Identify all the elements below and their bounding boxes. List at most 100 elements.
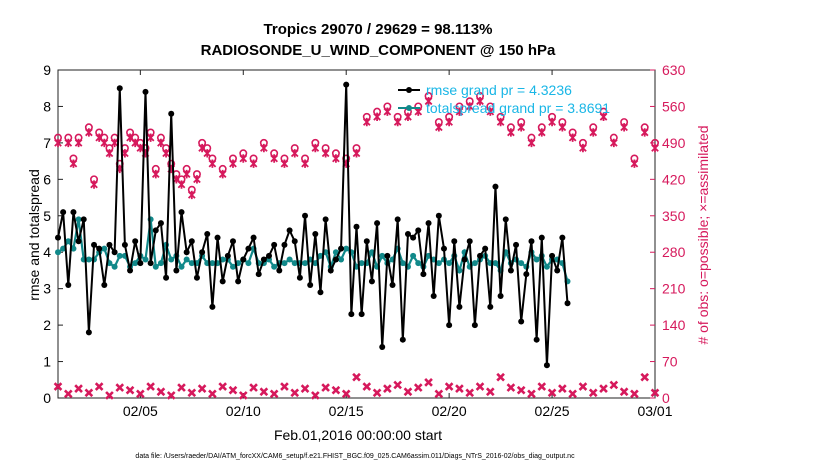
rmse-point	[348, 311, 355, 318]
obs-assimilated-marker	[229, 159, 237, 168]
rmse-point	[440, 245, 447, 252]
obs-rejected-marker	[619, 387, 629, 397]
rmse-point	[127, 267, 134, 274]
obs-rejected-marker	[444, 382, 454, 391]
obs-assimilated-marker	[162, 149, 170, 158]
rmse-point	[394, 216, 401, 223]
obs-rejected-marker	[177, 383, 186, 392]
obs-rejected-marker	[609, 380, 619, 390]
rmse-point	[430, 292, 437, 299]
rmse-point	[106, 241, 113, 248]
rmse-point	[399, 336, 406, 343]
obs-rejected-marker	[341, 389, 351, 399]
obs-assimilated-marker	[537, 128, 546, 137]
obs-assimilated-marker	[100, 138, 109, 148]
obs-rejected-marker	[413, 383, 423, 392]
rmse-point	[307, 282, 314, 289]
y-right-tick-label: 70	[662, 354, 678, 370]
rmse-point	[101, 282, 108, 289]
obs-rejected-marker	[506, 383, 516, 392]
obs-assimilated-marker	[270, 154, 278, 163]
rmse-point	[343, 81, 350, 88]
totalspread-point	[178, 263, 185, 270]
obs-rejected-marker	[403, 387, 413, 397]
rmse-point	[260, 256, 267, 263]
rmse-point	[255, 271, 262, 278]
rmse-point	[266, 252, 273, 259]
obs-assimilated-marker	[182, 169, 191, 179]
rmse-point	[75, 238, 82, 245]
rmse-point	[502, 216, 509, 223]
totalspread-point	[65, 238, 72, 245]
totalspread-point	[85, 256, 92, 263]
rmse-point	[250, 234, 257, 241]
rmse-point	[456, 303, 463, 310]
obs-rejected-marker	[475, 382, 485, 391]
obs-assimilated-marker	[157, 138, 165, 148]
y-left-tick-label: 5	[43, 208, 51, 224]
obs-assimilated-marker	[383, 107, 392, 116]
rmse-line	[57, 84, 569, 366]
obs-assimilated-marker	[208, 159, 217, 168]
obs-rejected-marker	[527, 389, 536, 399]
totalspread-point	[111, 263, 118, 270]
obs-assimilated-marker	[599, 112, 608, 122]
rmse-point	[121, 241, 128, 248]
rmse-point	[363, 238, 370, 245]
y-right-tick-label: 490	[662, 135, 686, 151]
rmse-point	[415, 227, 422, 234]
rmse-point	[353, 223, 360, 230]
rmse-point	[559, 234, 566, 241]
rmse-point	[296, 274, 303, 281]
rmse-point	[91, 241, 98, 248]
obs-assimilated-marker	[301, 159, 309, 168]
obs-rejected-marker	[331, 385, 341, 395]
y-right-tick-label: 0	[662, 390, 670, 406]
obs-rejected-marker	[84, 388, 94, 398]
obs-rejected-marker	[311, 391, 320, 400]
obs-assimilated-marker	[373, 112, 381, 122]
obs-rejected-marker	[228, 385, 238, 395]
rmse-point	[168, 110, 175, 117]
rmse-point	[188, 238, 195, 245]
rmse-point	[518, 318, 525, 325]
y-left-tick-label: 8	[43, 98, 51, 114]
rmse-point	[471, 322, 478, 329]
rmse-point	[193, 274, 200, 281]
obs-rejected-marker	[362, 382, 372, 391]
totalspread-point	[435, 260, 442, 267]
obs-assimilated-marker	[69, 159, 78, 168]
obs-assimilated-marker	[352, 149, 361, 158]
obs-assimilated-marker	[589, 128, 598, 137]
obs-rejected-marker	[208, 389, 217, 399]
obs-rejected-marker	[238, 391, 248, 400]
obs-rejected-marker	[485, 387, 495, 397]
rmse-point	[338, 245, 345, 252]
obs-rejected-marker	[516, 385, 526, 395]
obs-assimilated-marker	[404, 112, 412, 122]
obs-assimilated-marker	[193, 175, 201, 184]
y-left-tick-label: 0	[43, 390, 51, 406]
y-left-tick-label: 7	[43, 135, 51, 151]
obs-assimilated-marker	[90, 180, 98, 189]
totalspread-point	[142, 256, 149, 263]
obs-rejected-marker	[105, 391, 114, 400]
obs-rejected-marker	[136, 389, 145, 399]
obs-assimilated-marker	[507, 128, 515, 137]
y-axis-label-right: # of obs: o=possible; ×=assimilated	[695, 125, 711, 344]
obs-assimilated-marker	[640, 128, 649, 137]
obs-assimilated-marker	[620, 123, 628, 132]
rmse-point	[513, 241, 520, 248]
rmse-point	[224, 252, 231, 259]
rmse-point	[199, 249, 206, 256]
obs-rejected-marker	[115, 383, 125, 392]
rmse-point	[276, 267, 283, 274]
y-left-tick-label: 6	[43, 171, 51, 187]
obs-rejected-marker	[588, 388, 598, 398]
rmse-point	[492, 183, 499, 190]
obs-assimilated-marker	[85, 128, 93, 137]
x-tick-label: 02/10	[226, 403, 261, 419]
rmse-point	[116, 85, 123, 92]
chart-title: Tropics 29070 / 29629 = 98.113%	[264, 21, 493, 38]
y-right-tick-label: 420	[662, 171, 686, 187]
